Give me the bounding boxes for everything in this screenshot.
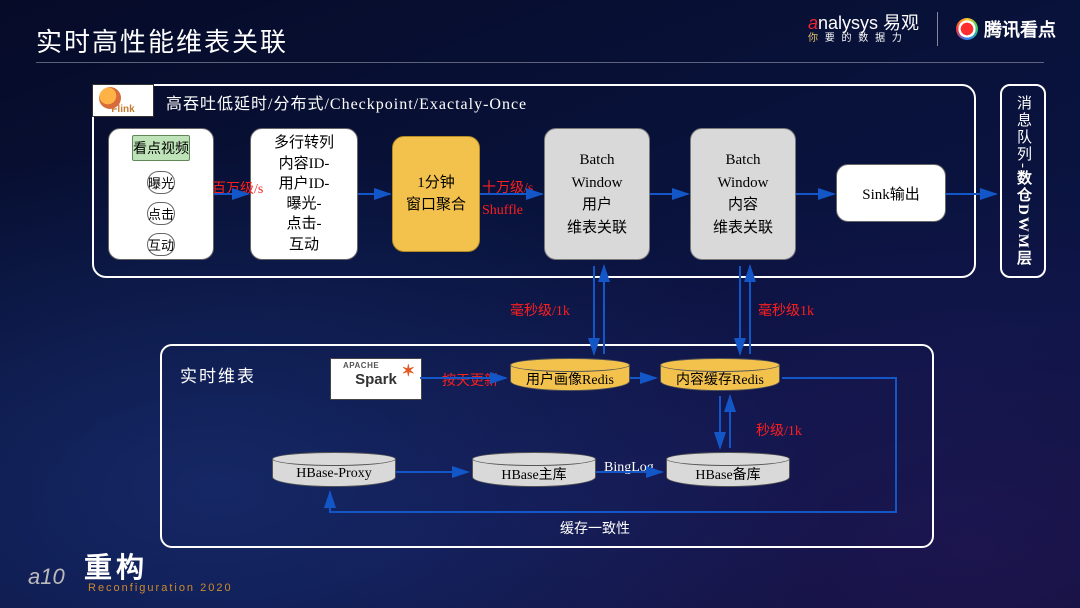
redis-content-label: 内容缓存Redis bbox=[676, 369, 764, 389]
edge-l1: 百万级/s bbox=[212, 178, 263, 198]
batch-user-node: Batch Window 用户 维表关联 bbox=[544, 128, 650, 260]
binglog-label: BingLog bbox=[604, 460, 654, 476]
transform-node: 多行转列 内容ID- 用户ID- 曝光- 点击- 互动 bbox=[250, 128, 358, 260]
mq-text-b: 数仓DWM层 bbox=[1015, 170, 1031, 267]
spark-text: Spark bbox=[355, 371, 397, 388]
spark-star-icon: ✶ bbox=[402, 361, 415, 381]
footer-cn: 重构 bbox=[84, 546, 148, 586]
brand-separator bbox=[937, 12, 938, 46]
kandian-pill: 曝光 bbox=[147, 171, 175, 194]
flink-caption: 高吞吐低延时/分布式/Checkpoint/Exactaly-Once bbox=[166, 90, 527, 114]
spark-logo: APACHE Spark ✶ bbox=[330, 358, 422, 400]
mq-box: 消息队列-数仓DWM层 bbox=[1000, 84, 1046, 278]
edge-l6: 秒级/1k bbox=[756, 420, 802, 440]
hbase-backup-label: HBase备库 bbox=[695, 464, 760, 484]
window-node: 1分钟 窗口聚合 bbox=[392, 136, 480, 252]
kandian-pill: 互动 bbox=[147, 233, 175, 256]
title-rule bbox=[36, 62, 1044, 63]
mq-text-a: 消息队列 bbox=[1015, 95, 1031, 163]
redis-user-label: 用户画像Redis bbox=[526, 369, 614, 389]
brand-bar: analysys 易观 你 要 的 数 据 力 腾讯看点 bbox=[808, 12, 1056, 46]
analysys-logo: analysys 易观 你 要 的 数 据 力 bbox=[808, 14, 919, 45]
kandian-pill: 点击 bbox=[147, 202, 175, 225]
mq-sep: - bbox=[1015, 163, 1031, 170]
hbase-main-label: HBase主库 bbox=[501, 464, 566, 484]
tencent-logo: 腾讯看点 bbox=[956, 16, 1056, 42]
edge-l3: 毫秒级/1k bbox=[510, 300, 570, 320]
page-title: 实时高性能维表关联 bbox=[36, 22, 288, 59]
kandian-header: 看点视频 bbox=[132, 135, 190, 161]
footer-en: Reconfiguration 2020 bbox=[88, 582, 233, 594]
slide: 实时高性能维表关联 analysys 易观 你 要 的 数 据 力 腾讯看点 F… bbox=[0, 0, 1080, 608]
sink-node: Sink输出 bbox=[836, 164, 946, 222]
redis-content-cyl: 内容缓存Redis bbox=[660, 358, 780, 391]
edge-l5: 按天更新 bbox=[442, 370, 498, 390]
tencent-text: 腾讯看点 bbox=[984, 16, 1056, 42]
hbase-proxy-cyl: HBase-Proxy bbox=[272, 452, 396, 487]
eye-icon bbox=[956, 18, 978, 40]
rt-title: 实时维表 bbox=[180, 362, 256, 387]
flink-logo: Flink bbox=[92, 84, 154, 117]
edge-l2: 十万级/s Shuffle bbox=[482, 178, 533, 223]
hbase-backup-cyl: HBase备库 bbox=[666, 452, 790, 487]
mq-text: 消息队列-数仓DWM层 bbox=[1014, 95, 1032, 267]
edge-l4: 毫秒级1k bbox=[758, 300, 814, 320]
hbase-proxy-label: HBase-Proxy bbox=[296, 466, 371, 482]
flink-logo-text: Flink bbox=[111, 104, 134, 115]
analysys-sub-b: 要 的 数 据 力 bbox=[825, 33, 904, 44]
redis-user-cyl: 用户画像Redis bbox=[510, 358, 630, 391]
batch-content-node: Batch Window 内容 维表关联 bbox=[690, 128, 796, 260]
cache-consistency-label: 缓存一致性 bbox=[560, 518, 630, 538]
spark-apache: APACHE bbox=[343, 361, 379, 370]
analysys-main: nalysys 易观 bbox=[818, 13, 919, 33]
kandian-node: 看点视频 曝光 点击 互动 bbox=[108, 128, 214, 260]
hbase-main-cyl: HBase主库 bbox=[472, 452, 596, 487]
a10-mark: a10 bbox=[28, 564, 65, 590]
analysys-sub-a: 你 bbox=[808, 33, 820, 44]
